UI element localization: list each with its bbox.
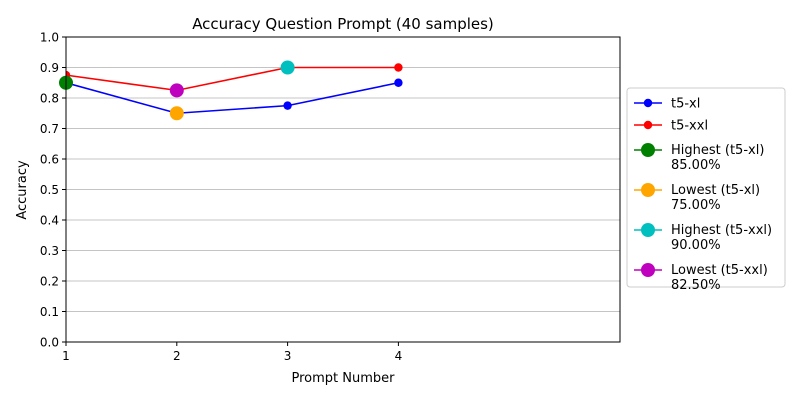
y-tick-label: 0.1 — [40, 305, 59, 319]
legend-value: 85.00% — [671, 158, 721, 173]
y-axis-label: Accuracy — [15, 160, 30, 220]
legend-marker — [641, 143, 655, 157]
y-tick-label: 0.9 — [40, 61, 59, 75]
x-axis: 1 2 3 4 — [62, 342, 402, 363]
legend-marker — [641, 223, 655, 237]
y-axis: 0.0 0.1 0.2 0.3 0.4 0.5 0.6 0.7 0.8 0.9 1.0 — [40, 31, 66, 350]
y-tick-label: 0.3 — [40, 244, 59, 258]
series-line — [66, 66, 399, 92]
legend-box — [626, 87, 786, 288]
y-tick-label: 0.4 — [40, 214, 59, 228]
legend-label: t5-xl — [671, 97, 700, 112]
highlight-marker — [169, 83, 184, 98]
legend: t5-xl t5-xxl Highest (t5-xl)85.00% Lowest (… — [626, 87, 786, 293]
legend-label: t5-xxl — [671, 119, 708, 134]
legend-value: 75.00% — [671, 198, 721, 213]
legend-label: Highest (t5-xl) — [671, 143, 764, 158]
highlight-marker — [169, 106, 184, 121]
y-tick-label: 0.7 — [40, 122, 59, 136]
x-axis-label: Prompt Number — [292, 371, 396, 386]
legend-marker — [643, 98, 653, 108]
legend-marker — [643, 120, 653, 130]
highlight-layer — [59, 60, 295, 121]
legend-marker — [641, 183, 655, 197]
y-tick-label: 0.5 — [40, 183, 59, 197]
legend-label: Lowest (t5-xxl) — [671, 263, 768, 278]
x-tick-label: 4 — [395, 349, 403, 363]
y-tick-label: 0.6 — [40, 153, 59, 167]
highlight-marker — [280, 60, 295, 75]
y-tick-label: 1.0 — [40, 31, 59, 45]
chart-title: Accuracy Question Prompt (40 samples) — [192, 15, 494, 33]
y-tick-label: 0.8 — [40, 92, 59, 106]
x-tick-label: 1 — [62, 349, 70, 363]
data-point — [394, 78, 403, 87]
x-tick-label: 2 — [173, 349, 181, 363]
legend-marker — [641, 263, 655, 277]
x-tick-label: 3 — [284, 349, 292, 363]
data-point — [394, 63, 403, 72]
data-point — [283, 101, 292, 110]
plot-frame — [65, 36, 621, 343]
y-tick-label: 0.0 — [40, 336, 59, 350]
series-line — [66, 81, 399, 115]
legend-label: Lowest (t5-xl) — [671, 183, 760, 198]
legend-value: 90.00% — [671, 238, 721, 253]
legend-value: 82.50% — [671, 278, 721, 293]
legend-label: Highest (t5-xxl) — [671, 223, 772, 238]
y-tick-label: 0.2 — [40, 275, 59, 289]
